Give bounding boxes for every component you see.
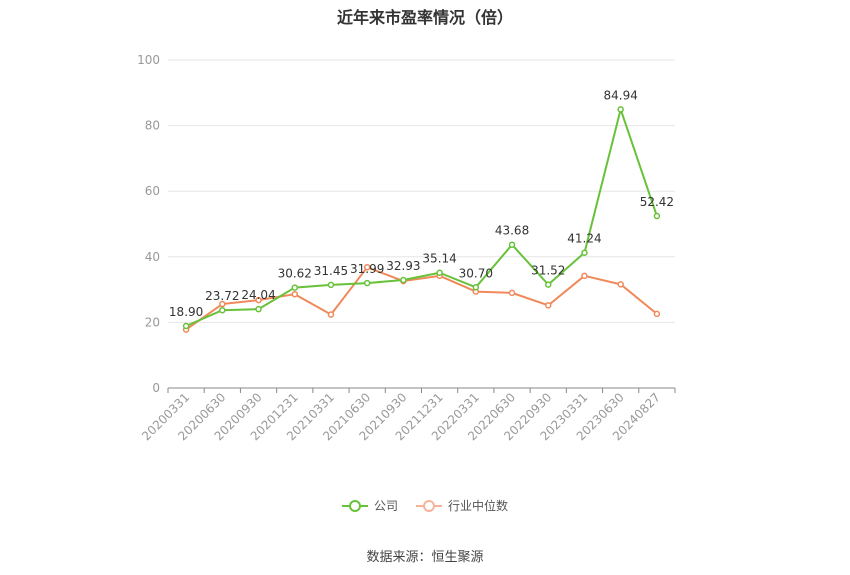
company-data-label: 23.72 — [205, 289, 239, 303]
industry-median-data-point — [363, 264, 371, 271]
company-data-label: 84.94 — [603, 88, 637, 102]
company-data-point — [219, 306, 226, 314]
company-data-label: 41.24 — [567, 232, 601, 246]
company-data-point — [291, 284, 298, 291]
legend-line-circle-icon — [416, 499, 442, 513]
industry-median-data-point — [255, 296, 262, 304]
company-data-label: 32.93 — [386, 259, 420, 273]
industry-median-data-point — [581, 272, 588, 280]
company-data-point — [182, 322, 190, 330]
y-tick-label: 100 — [137, 53, 160, 67]
company-data-label: 18.90 — [169, 305, 203, 319]
industry-median-series-line — [185, 266, 658, 331]
y-tick-label: 20 — [145, 315, 160, 329]
industry-median-data-point — [291, 290, 298, 298]
company-data-point — [436, 269, 443, 276]
company-data-point — [653, 212, 661, 220]
chart-title: 近年来市盈率情况（倍） — [336, 8, 513, 27]
industry-median-data-point — [545, 302, 552, 309]
industry-median-data-point — [508, 289, 516, 297]
legend-label-industry-median: 行业中位数 — [448, 499, 509, 513]
data-source-note: 数据来源：恒生聚源 — [366, 550, 484, 565]
legend-label-company: 公司 — [373, 499, 398, 513]
chart-legend: 公司 行业中位数 — [0, 497, 850, 514]
industry-median-data-point — [219, 300, 226, 308]
company-data-point — [400, 276, 407, 284]
company-data-label: 31.99 — [350, 262, 384, 276]
y-tick-label: 60 — [145, 184, 160, 198]
company-data-label: 30.62 — [278, 267, 312, 281]
legend-item-industry-median[interactable]: 行业中位数 — [416, 497, 508, 514]
legend-line-circle-icon — [341, 499, 368, 513]
company-data-point — [545, 281, 552, 288]
company-data-label: 24.04 — [241, 288, 275, 302]
company-data-label: 52.42 — [640, 195, 674, 209]
industry-median-data-point — [653, 310, 661, 318]
company-data-label: 31.45 — [314, 264, 348, 278]
company-data-label: 31.52 — [531, 264, 565, 278]
company-data-point — [327, 281, 335, 289]
y-tick-label: 40 — [145, 250, 160, 264]
y-tick-label: 0 — [152, 381, 160, 395]
company-data-point — [617, 106, 624, 113]
industry-median-data-point — [617, 281, 624, 288]
company-series-line — [185, 108, 658, 327]
company-data-label: 43.68 — [495, 224, 529, 238]
company-data-point — [508, 241, 516, 248]
company-data-label: 30.70 — [459, 266, 493, 280]
company-data-point — [581, 249, 588, 256]
company-data-point — [472, 284, 480, 291]
y-tick-label: 80 — [145, 119, 160, 133]
legend-item-company[interactable]: 公司 — [341, 497, 398, 514]
company-data-label: 35.14 — [422, 252, 456, 266]
company-data-point — [363, 279, 371, 287]
industry-median-data-point — [327, 311, 335, 318]
pe-ratio-line-chart: 0204060801002020033120200630202009302020… — [137, 53, 676, 443]
company-data-point — [255, 305, 262, 313]
